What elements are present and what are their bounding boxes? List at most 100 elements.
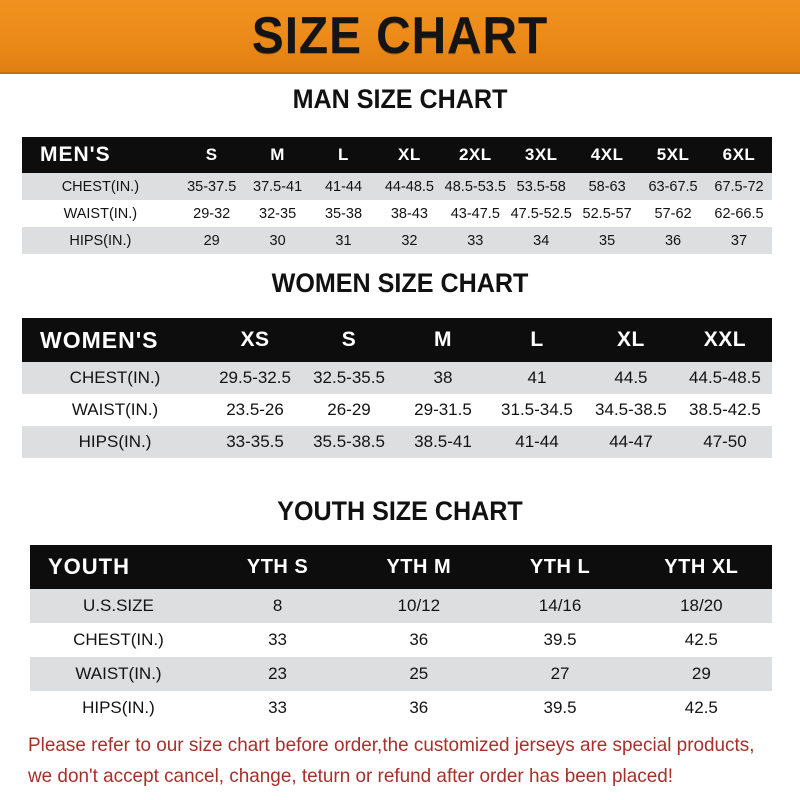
row-label: WAIST(IN.) [71,400,159,419]
column-header-5xl: 5XL [656,145,690,164]
measurement-cell: 31.5-34.5 [501,400,573,419]
men-table-body: CHEST(IN.) 35-37.5 37.5-41 41-44 44-48.5 48.5… [22,173,772,254]
measurement-cell: 41-44 [324,178,363,195]
measurement-cell: 33 [268,630,288,649]
measurement-cell: 53.5-58 [516,178,566,195]
measurement-cell: 32-35 [259,205,297,222]
column-header-s: S [205,145,218,164]
measurement-cell: 35.5-38.5 [313,432,385,451]
table-row: CHEST(IN.) 29.5-32.5 32.5-35.5 38 41 44.5 44.5… [22,362,772,394]
youth-section-heading: YOUTH SIZE CHART [277,496,523,526]
women-table-corner-label: WOMEN'S [40,326,159,353]
measurement-cell: 18/20 [680,596,723,615]
table-row: CHEST(IN.) 35-37.5 37.5-41 41-44 44-48.5 48.5… [22,173,772,200]
column-header-6xl: 6XL [722,145,756,164]
measurement-cell: 10/12 [397,596,441,615]
measurement-cell: 42.5 [684,630,718,649]
table-header-row: YOUTH YTH S YTH M YTH L YTH XL [30,545,772,589]
measurement-cell: 27 [550,664,570,683]
measurement-cell: 29 [691,664,711,683]
measurement-cell: 23 [268,664,288,683]
table-row: WAIST(IN.) 23.5-26 26-29 29-31.5 31.5-34.5 34… [22,394,772,426]
table-row: WAIST(IN.) 29-32 32-35 35-38 38-43 43-47.5 47.… [22,200,772,227]
measurement-cell: 47-50 [703,432,747,451]
measurement-cell: 39.5 [543,630,577,649]
measurement-cell: 29.5-32.5 [219,368,291,387]
measurement-cell: 43-47.5 [450,205,500,222]
women-table-head: WOMEN'S XS S M L XL XXL [22,318,772,362]
measurement-cell: 34 [533,232,550,249]
row-label: CHEST(IN.) [73,630,164,649]
measurement-cell: 41 [527,368,547,387]
column-header-m: M [270,145,285,164]
measurement-cell: 67.5-72 [714,178,764,195]
measurement-cell: 34.5-38.5 [595,400,667,419]
row-label: U.S.SIZE [83,596,154,615]
measurement-cell: 32 [401,232,418,249]
measurement-cell: 41-44 [515,432,559,451]
measurement-cell: 23.5-26 [226,400,284,419]
table-row: WAIST(IN.) 23 25 27 29 [30,657,772,691]
measurement-cell: 36 [664,232,682,249]
men-size-table: MEN'S S M L XL 2XL 3XL 4XL 5XL 6XL CHEST(IN.) 35-3… [22,137,772,254]
row-label: CHEST(IN.) [61,178,140,195]
measurement-cell: 29-32 [193,205,231,222]
measurement-cell: 26-29 [327,400,371,419]
table-header-row: MEN'S S M L XL 2XL 3XL 4XL 5XL 6XL [22,137,772,173]
row-label: HIPS(IN.) [82,698,155,717]
measurement-cell: 58-63 [588,178,626,195]
measurement-cell: 37.5-41 [253,178,303,195]
measurement-cell: 38.5-42.5 [689,400,761,419]
measurement-cell: 33-35.5 [226,432,284,451]
man-section-heading: MAN SIZE CHART [292,84,508,114]
measurement-cell: 37 [730,232,748,249]
row-label: WAIST(IN.) [63,205,138,222]
youth-table-body: U.S.SIZE 8 10/12 14/16 18/20 CHEST(IN.) 33 36 39… [30,589,772,725]
row-label: HIPS(IN.) [69,232,132,249]
measurement-cell: 25 [409,664,429,683]
measurement-cell: 38-43 [390,205,428,222]
column-header-xs: XS [240,328,270,351]
measurement-cell: 39.5 [543,698,577,717]
column-header-yth-m: YTH M [386,555,452,578]
measurement-cell: 35-38 [324,205,363,222]
measurement-cell: 29 [203,232,220,249]
men-table-head: MEN'S S M L XL 2XL 3XL 4XL 5XL 6XL [22,137,772,173]
row-label: WAIST(IN.) [75,664,162,683]
table-row: CHEST(IN.) 33 36 39.5 42.5 [30,623,772,657]
measurement-cell: 35-37.5 [187,178,237,195]
man-table-corner-label: MEN'S [40,143,111,166]
measurement-cell: 63-67.5 [648,178,698,195]
measurement-cell: 38 [433,368,453,387]
measurement-cell: 36 [409,698,429,717]
order-policy-line-1: Please refer to our size chart before or… [28,734,755,756]
column-header-yth-xl: YTH XL [664,555,739,578]
column-header-4xl: 4XL [590,145,624,164]
measurement-cell: 44.5-48.5 [689,368,761,387]
measurement-cell: 35 [599,232,616,249]
measurement-cell: 14/16 [538,596,582,615]
measurement-cell: 62-66.5 [714,205,764,222]
table-row: U.S.SIZE 8 10/12 14/16 18/20 [30,589,772,623]
measurement-cell: 33 [467,232,484,249]
measurement-cell: 29-31.5 [414,400,472,419]
order-policy-notice: Please refer to our size chart before or… [28,730,754,792]
women-table-body: CHEST(IN.) 29.5-32.5 32.5-35.5 38 41 44.5 44.5… [22,362,772,458]
measurement-cell: 30 [269,232,286,249]
youth-table-corner-label: YOUTH [48,554,130,579]
column-header-l: L [530,328,544,351]
women-size-table: WOMEN'S XS S M L XL XXL CHEST(IN.) 29.5-32.5 32.… [22,318,772,458]
column-header-yth-l: YTH L [529,555,591,578]
measurement-cell: 32.5-35.5 [313,368,385,387]
column-header-xxl: XXL [703,328,747,351]
women-section-heading: WOMEN SIZE CHART [271,268,529,298]
youth-size-table: YOUTH YTH S YTH M YTH L YTH XL U.S.SIZE 8 10/1… [30,545,772,725]
row-label: CHEST(IN.) [69,368,161,387]
measurement-cell: 33 [268,698,288,717]
measurement-cell: 36 [409,630,429,649]
measurement-cell: 44.5 [614,368,648,387]
banner: SIZE CHART [0,0,800,74]
youth-table-head: YOUTH YTH S YTH M YTH L YTH XL [30,545,772,589]
column-header-m: M [433,328,452,351]
